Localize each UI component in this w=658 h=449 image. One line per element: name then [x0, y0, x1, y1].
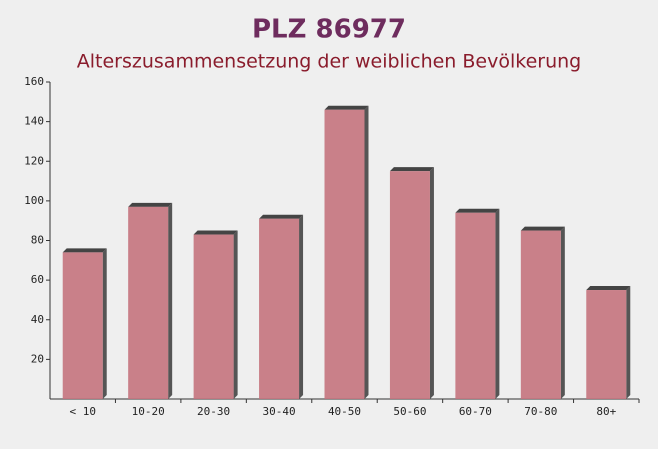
bar-top [62, 248, 107, 253]
y-tick-label: 40 [31, 313, 44, 326]
bar-shadow [233, 230, 238, 399]
x-tick-label: 50-60 [393, 405, 426, 418]
x-tick-label: 20-30 [197, 405, 230, 418]
bar-top [520, 226, 565, 231]
x-tick-label: 30-40 [262, 405, 295, 418]
bar-top [455, 208, 500, 213]
bar [586, 290, 627, 399]
bar-top [193, 230, 238, 235]
x-tick-label: 70-80 [524, 405, 557, 418]
bar [193, 234, 234, 399]
bar-top [586, 286, 631, 291]
bar [259, 218, 300, 399]
y-tick-label: 80 [31, 234, 44, 247]
y-tick-label: 100 [24, 194, 44, 207]
bar-shadow [560, 226, 565, 399]
y-tick-label: 160 [24, 75, 44, 88]
bar-shadow [102, 248, 107, 399]
bar-shadow [364, 105, 369, 400]
bar-top [128, 202, 173, 207]
x-tick-label: < 10 [69, 405, 96, 418]
y-tick-label: 120 [24, 154, 44, 167]
y-tick-label: 140 [24, 115, 44, 128]
x-tick-label: 60-70 [459, 405, 492, 418]
bar-shadow [168, 202, 173, 399]
bar [389, 171, 430, 399]
x-tick-label: 40-50 [328, 405, 361, 418]
bar-top [389, 167, 434, 172]
bar-shadow [495, 208, 500, 399]
bar [520, 230, 561, 399]
bar [128, 206, 169, 399]
bar-top [259, 214, 304, 219]
chart-title: PLZ 86977 [252, 15, 406, 45]
bar-shadow [626, 286, 631, 399]
bar-shadow [429, 167, 434, 399]
bar [324, 109, 365, 400]
bar-shadow [299, 214, 304, 399]
y-tick-label: 60 [31, 273, 44, 286]
chart-subtitle: Alterszusammensetzung der weiblichen Bev… [77, 51, 581, 73]
x-tick-label: 10-20 [132, 405, 165, 418]
x-tick-label: 80+ [596, 405, 616, 418]
y-tick-label: 20 [31, 352, 44, 365]
bar [62, 252, 103, 399]
bar [455, 212, 496, 399]
bar-top [324, 105, 369, 110]
